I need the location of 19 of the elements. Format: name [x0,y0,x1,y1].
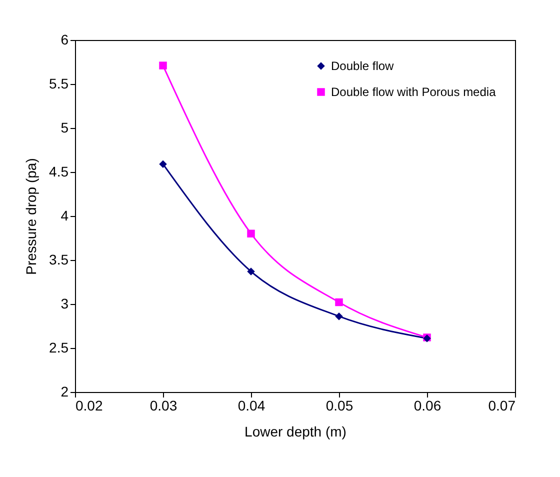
y-tick-label: 6 [60,32,69,48]
legend-label: Double flow with Porous media [331,85,496,99]
x-axis-title: Lower depth (m) [244,424,346,440]
y-tick-label: 5.5 [49,76,69,92]
y-axis-title: Pressure drop (pa) [23,158,40,275]
x-tick-label: 0.06 [414,398,442,414]
x-tick-label: 0.05 [326,398,354,414]
x-tick-label: 0.02 [76,398,103,414]
x-tick-label: 0.03 [150,398,178,414]
y-tick-label: 2.5 [49,340,69,356]
legend-label: Double flow [331,59,394,73]
y-tick-label: 3.5 [49,252,69,268]
x-tick-label: 0.07 [488,398,516,414]
y-tick-label: 4.5 [49,164,69,180]
y-tick-label: 4 [60,208,69,224]
y-tick-label: 2 [60,384,69,400]
x-tick-label: 0.04 [238,398,266,414]
y-tick-label: 3 [60,296,69,312]
y-tick-label: 5 [60,120,69,136]
